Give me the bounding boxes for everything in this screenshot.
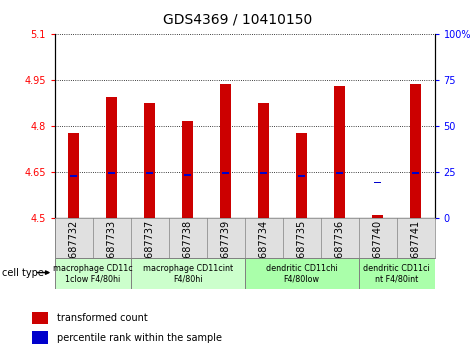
Bar (68, 133, 79, 218)
Text: percentile rank within the sample: percentile rank within the sample (57, 332, 222, 343)
Bar (298, 175, 305, 177)
Bar (106, 97, 117, 218)
Bar (32, 312, 48, 324)
Text: cell type: cell type (2, 268, 44, 278)
Bar (144, 103, 155, 218)
Bar (32, 331, 48, 344)
Bar (146, 172, 153, 174)
Bar (220, 84, 231, 218)
Bar (55, 258, 131, 289)
Bar (260, 172, 267, 174)
Text: GSM687738: GSM687738 (182, 220, 193, 279)
Bar (359, 258, 435, 289)
Bar (182, 121, 193, 218)
Bar (334, 86, 345, 218)
Bar (336, 172, 343, 174)
Text: GSM687737: GSM687737 (144, 220, 155, 279)
Bar (258, 103, 269, 218)
Text: transformed count: transformed count (57, 313, 148, 323)
Text: GSM687733: GSM687733 (106, 220, 117, 279)
Text: macrophage CD11cint
F4/80hi: macrophage CD11cint F4/80hi (142, 264, 233, 283)
Text: GSM687735: GSM687735 (296, 220, 307, 279)
Text: dendritic CD11chi
F4/80low: dendritic CD11chi F4/80low (266, 264, 338, 283)
Text: GSM687741: GSM687741 (410, 220, 421, 279)
Bar (184, 174, 191, 176)
Bar (412, 172, 419, 174)
Bar (372, 215, 383, 218)
Bar (374, 182, 381, 183)
Text: GSM687739: GSM687739 (220, 220, 231, 279)
Text: dendritic CD11ci
nt F4/80int: dendritic CD11ci nt F4/80int (363, 264, 430, 283)
Bar (410, 84, 421, 218)
Text: GSM687736: GSM687736 (334, 220, 345, 279)
Bar (222, 172, 229, 174)
Text: GDS4369 / 10410150: GDS4369 / 10410150 (163, 12, 312, 27)
Text: macrophage CD11c
1clow F4/80hi: macrophage CD11c 1clow F4/80hi (53, 264, 133, 283)
Bar (296, 133, 307, 218)
Text: GSM687732: GSM687732 (68, 220, 79, 279)
Bar (70, 175, 77, 177)
Text: GSM687740: GSM687740 (372, 220, 383, 279)
Bar (245, 258, 359, 289)
Bar (108, 172, 115, 174)
Text: GSM687734: GSM687734 (258, 220, 269, 279)
Bar (131, 258, 245, 289)
